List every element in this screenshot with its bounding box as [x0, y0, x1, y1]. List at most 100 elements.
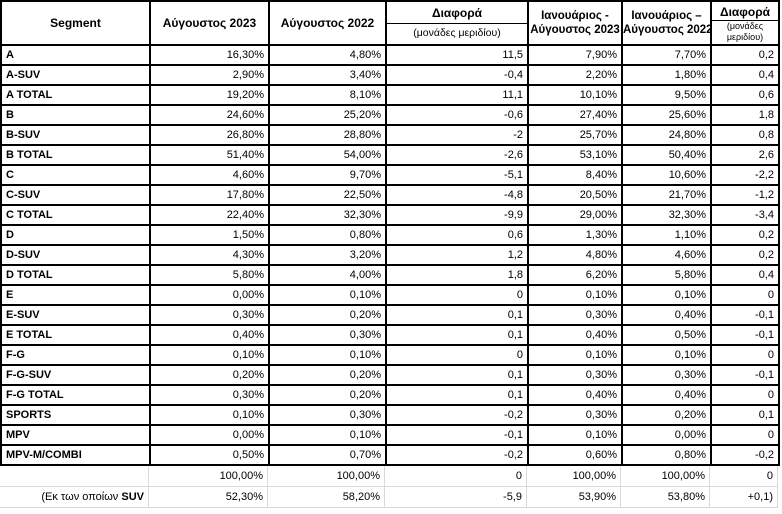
segment-cell: MPV: [0, 424, 151, 446]
value-cell: -0,1: [710, 324, 780, 346]
table-row: B 24,60% 25,20% -0,6 27,40% 25,60% 1,8: [0, 104, 780, 126]
value-cell: 0,40%: [149, 324, 270, 346]
value-cell: 0,8: [710, 124, 780, 146]
value-cell: 6,20%: [527, 264, 623, 286]
segment-cell: A: [0, 44, 151, 66]
table-row: B TOTAL 51,40% 54,00% -2,6 53,10% 50,40% 2,6: [0, 144, 780, 166]
table-row: D-SUV 4,30% 3,20% 1,2 4,80% 4,60% 0,2: [0, 244, 780, 266]
table-row: F-G TOTAL 0,30% 0,20% 0,1 0,40% 0,40% 0: [0, 384, 780, 406]
value-cell: 8,10%: [268, 84, 387, 106]
value-cell: 0,00%: [149, 284, 270, 306]
segment-cell: B: [0, 104, 151, 126]
value-cell: 2,90%: [149, 64, 270, 86]
value-cell: 10,10%: [527, 84, 623, 106]
value-cell: 4,00%: [268, 264, 387, 286]
totals-august-2023: 100,00%: [149, 466, 268, 487]
header-jan-august-2023-line2: Αύγουστος 2023: [530, 24, 620, 36]
suv-jan-august-2022: 53,80%: [621, 487, 710, 508]
value-cell: 0: [710, 344, 780, 366]
table-row: MPV-M/COMBI 0,50% 0,70% -0,2 0,60% 0,80% -0,2: [0, 444, 780, 466]
value-cell: 7,90%: [527, 44, 623, 66]
value-cell: 0,20%: [268, 364, 387, 386]
value-cell: 0,6: [710, 84, 780, 106]
value-cell: 0,2: [710, 224, 780, 246]
diff-monthly-subtitle: (μονάδες μεριδίου): [413, 27, 501, 40]
value-cell: -0,6: [385, 104, 529, 126]
value-cell: 0,30%: [527, 404, 623, 426]
value-cell: 4,30%: [149, 244, 270, 266]
value-cell: 0: [710, 384, 780, 406]
value-cell: 0,00%: [621, 424, 712, 446]
table-row: F-G 0,10% 0,10% 0 0,10% 0,10% 0: [0, 344, 780, 366]
value-cell: 0,70%: [268, 444, 387, 466]
diff-ytd-subtitle-line2: μεριδίου): [726, 32, 764, 43]
value-cell: 17,80%: [149, 184, 270, 206]
table-row: E-SUV 0,30% 0,20% 0,1 0,30% 0,40% -0,1: [0, 304, 780, 326]
suv-diff-monthly: -5,9: [385, 487, 527, 508]
value-cell: -2,6: [385, 144, 529, 166]
value-cell: 0,2: [710, 44, 780, 66]
segment-cell: MPV-M/COMBI: [0, 444, 151, 466]
value-cell: 0,1: [385, 364, 529, 386]
totals-diff-ytd: 0: [710, 466, 778, 487]
value-cell: 22,40%: [149, 204, 270, 226]
header-august-2022: Αύγουστος 2022: [268, 0, 387, 46]
segment-cell: B TOTAL: [0, 144, 151, 166]
suv-share-label-bold: SUV: [121, 491, 144, 503]
value-cell: 29,00%: [527, 204, 623, 226]
value-cell: 0,1: [385, 384, 529, 406]
value-cell: -0,2: [385, 444, 529, 466]
value-cell: 0,80%: [621, 444, 712, 466]
value-cell: -0,2: [385, 404, 529, 426]
segment-cell: E: [0, 284, 151, 306]
value-cell: 0,80%: [268, 224, 387, 246]
value-cell: 0,10%: [268, 344, 387, 366]
diff-ytd-header-stack: Διαφορά (μονάδες μεριδίου): [713, 3, 777, 43]
value-cell: 9,70%: [268, 164, 387, 186]
value-cell: -0,1: [385, 424, 529, 446]
value-cell: 0,20%: [149, 364, 270, 386]
value-cell: -0,4: [385, 64, 529, 86]
table-row: D 1,50% 0,80% 0,6 1,30% 1,10% 0,2: [0, 224, 780, 246]
value-cell: 0,00%: [149, 424, 270, 446]
value-cell: 0,50%: [621, 324, 712, 346]
diff-ytd-subtitle: (μονάδες μεριδίου): [713, 21, 777, 43]
segment-cell: F-G-SUV: [0, 364, 151, 386]
value-cell: 4,80%: [268, 44, 387, 66]
value-cell: 0,10%: [527, 284, 623, 306]
value-cell: 0,6: [385, 224, 529, 246]
value-cell: 20,50%: [527, 184, 623, 206]
value-cell: 1,8: [385, 264, 529, 286]
table-row: E 0,00% 0,10% 0 0,10% 0,10% 0: [0, 284, 780, 306]
value-cell: 11,1: [385, 84, 529, 106]
header-jan-august-2023-line1: Ιανουάριος -: [541, 9, 609, 22]
value-cell: 32,30%: [268, 204, 387, 226]
value-cell: 24,60%: [149, 104, 270, 126]
segment-cell: C-SUV: [0, 184, 151, 206]
value-cell: 1,10%: [621, 224, 712, 246]
value-cell: 25,70%: [527, 124, 623, 146]
table-body: A 16,30% 4,80% 11,5 7,90% 7,70% 0,2 A-SUV 2,90% 3…: [0, 44, 780, 466]
header-jan-august-2023: Ιανουάριος - Αύγουστος 2023: [527, 0, 623, 46]
header-august-2023: Αύγουστος 2023: [149, 0, 270, 46]
table-row: D TOTAL 5,80% 4,00% 1,8 6,20% 5,80% 0,4: [0, 264, 780, 286]
table-row: E TOTAL 0,40% 0,30% 0,1 0,40% 0,50% -0,1: [0, 324, 780, 346]
value-cell: 5,80%: [621, 264, 712, 286]
suv-august-2022: 58,20%: [268, 487, 385, 508]
value-cell: -5,1: [385, 164, 529, 186]
suv-jan-august-2023: 53,90%: [527, 487, 621, 508]
header-jan-august-2022: Ιανουάριος – Αύγουστος 2022: [621, 0, 712, 46]
value-cell: 0,20%: [268, 304, 387, 326]
value-cell: 1,30%: [527, 224, 623, 246]
totals-jan-august-2022: 100,00%: [621, 466, 710, 487]
value-cell: 0,20%: [268, 384, 387, 406]
value-cell: -0,1: [710, 304, 780, 326]
value-cell: 5,80%: [149, 264, 270, 286]
diff-monthly-title: Διαφορά: [388, 3, 526, 24]
value-cell: 0,1: [385, 324, 529, 346]
totals-jan-august-2023: 100,00%: [527, 466, 621, 487]
value-cell: 0,1: [710, 404, 780, 426]
suv-august-2023: 52,30%: [149, 487, 268, 508]
value-cell: 22,50%: [268, 184, 387, 206]
value-cell: 0,30%: [527, 364, 623, 386]
